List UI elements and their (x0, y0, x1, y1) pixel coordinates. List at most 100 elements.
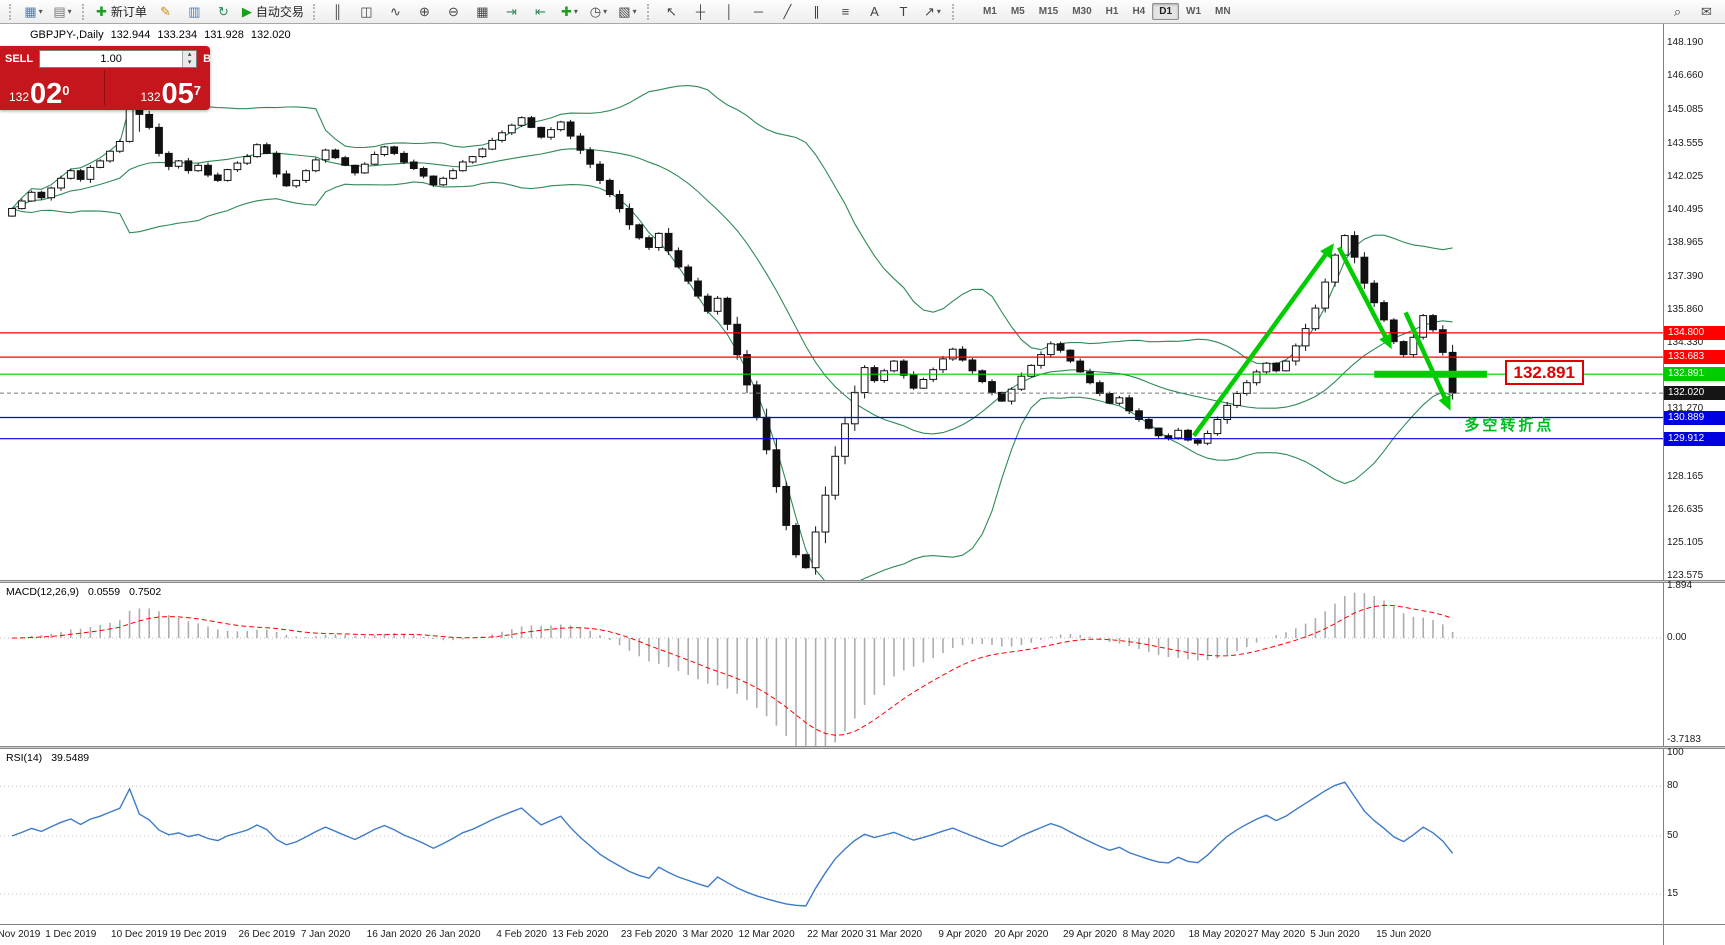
metaeditor-button[interactable]: ✎ (151, 1, 180, 22)
trade-panel-divider (104, 70, 105, 105)
price-badge: 134.800 (1664, 325, 1725, 340)
templates-button[interactable]: ▧ ▾ (613, 1, 642, 22)
community-button[interactable]: ✉ (1692, 1, 1721, 22)
date-label: 10 Dec 2019 (111, 929, 168, 940)
rsi-panel[interactable] (0, 781, 1663, 907)
toolbar-grip (82, 3, 87, 20)
trendline-button[interactable]: ╱ (773, 1, 802, 22)
macd-value: 0.0559 (87, 586, 121, 598)
rsi-value: 39.5489 (51, 752, 90, 764)
volume-increase-button[interactable]: ▴ (187, 50, 192, 58)
price-tick: 135.860 (1667, 304, 1704, 315)
timeframe-h4-button[interactable]: H4 (1132, 6, 1146, 17)
volume-spinner: ▴ ▾ (182, 50, 197, 67)
dropdown-caret-icon: ▾ (936, 7, 941, 16)
price-badge: 132.891 (1664, 367, 1725, 382)
horizontal-line-icon: ─ (753, 4, 764, 19)
zoom-in-button[interactable]: ⊕ (410, 1, 439, 22)
macd-axis-tick: 0.00 (1667, 632, 1687, 643)
text-button[interactable]: A (860, 1, 889, 22)
trend-arrow-1[interactable] (1192, 243, 1334, 438)
quote-low: 131.928 (204, 29, 244, 41)
toolbar-grip (9, 3, 14, 20)
date-label: 3 Mar 2020 (682, 929, 734, 940)
bar-chart-button[interactable]: ║ (323, 1, 352, 22)
price-tick: 128.165 (1667, 470, 1704, 482)
new-chart-icon: ▦ (24, 4, 37, 19)
vertical-line-button[interactable]: │ (715, 1, 744, 22)
fibonacci-button[interactable]: ≡ (831, 1, 860, 22)
new-order-button[interactable]: ✚ 新订单 (92, 1, 151, 22)
profiles-button[interactable]: ▤ ▾ (48, 1, 77, 22)
quote-open: 132.944 (110, 29, 151, 41)
trade-panel-top-row: SELL ▴ ▾ BUY (0, 46, 226, 68)
sell-button[interactable]: SELL (5, 52, 34, 65)
macd-indicator-label: MACD(12,26,9) 0.0559 0.7502 (6, 586, 170, 598)
channel-button[interactable]: ∥ (802, 1, 831, 22)
quote-header: GBPJPY-,Daily 132.944 133.234 131.928 132.02… (30, 29, 298, 41)
autotrading-button[interactable]: ▶ 自动交易 (238, 1, 308, 22)
price-tick: 125.105 (1667, 536, 1704, 548)
macd-panel[interactable] (0, 592, 1663, 746)
sell-price-button[interactable]: 132 02 0 (9, 78, 70, 110)
date-axis[interactable] (0, 924, 1725, 945)
cursor-button[interactable]: ↖ (657, 1, 686, 22)
price-tick: 140.495 (1667, 203, 1704, 215)
macd-axis-tick: 1.894 (1667, 580, 1693, 592)
refresh-button[interactable]: ↻ (209, 1, 238, 22)
line-chart-button[interactable]: ∿ (381, 1, 410, 22)
price-tick: 145.085 (1667, 104, 1704, 116)
date-label: 22 Mar 2020 (807, 929, 864, 940)
auto-scroll-button[interactable]: ⇥ (497, 1, 526, 22)
trend-arrow-3[interactable] (1403, 311, 1451, 411)
date-label: 26 Dec 2019 (238, 929, 296, 940)
volume-decrease-button[interactable]: ▾ (187, 58, 192, 66)
chart-plot[interactable] (0, 24, 1725, 945)
price-tick: 137.390 (1667, 270, 1704, 282)
chart-window[interactable]: GBPJPY-,Daily 132.944 133.234 131.928 132.02… (0, 24, 1725, 945)
trend-arrow-2[interactable] (1336, 246, 1392, 350)
price-callout-label[interactable]: 132.891 (1504, 360, 1584, 386)
timeframe-d1-button[interactable]: D1 (1152, 3, 1180, 20)
volume-input[interactable] (40, 50, 183, 67)
timeframe-w1-button[interactable]: W1 (1186, 6, 1202, 17)
main-panel[interactable] (0, 48, 1663, 587)
timeframe-mn-button[interactable]: MN (1215, 6, 1231, 17)
candles-layer (8, 48, 1457, 575)
refresh-icon: ↻ (217, 4, 229, 19)
crosshair-button[interactable]: ┼ (686, 1, 715, 22)
turning-point-label[interactable]: 多空转折点 (1464, 417, 1555, 435)
volume-field: ▴ ▾ (39, 49, 198, 68)
buy-button[interactable]: BUY (203, 52, 227, 65)
buy-price-button[interactable]: 132 05 7 (140, 80, 201, 109)
trendline-icon: ╱ (783, 4, 792, 19)
sell-price-pips: 02 (30, 78, 63, 110)
data-window-button[interactable]: ▥ (180, 1, 209, 22)
crosshair-icon: ┼ (695, 4, 706, 19)
metaeditor-icon: ✎ (159, 4, 171, 19)
zoom-out-button[interactable]: ⊖ (439, 1, 468, 22)
cursor-icon: ↖ (665, 4, 677, 19)
timeframe-m15-button[interactable]: M15 (1038, 6, 1059, 17)
arrow-objects-button[interactable]: ↗ ▾ (918, 1, 947, 22)
chart-shift-button[interactable]: ⇤ (526, 1, 555, 22)
text-label-button[interactable]: T (889, 1, 918, 22)
zoom-in-icon: ⊕ (418, 4, 430, 19)
tile-windows-button[interactable]: ▦ (468, 1, 497, 22)
horizontal-line-button[interactable]: ─ (744, 1, 773, 22)
new-chart-button[interactable]: ▦ ▾ (19, 1, 48, 22)
candlestick-chart-button[interactable]: ◫ (352, 1, 381, 22)
periods-button[interactable]: ◷ ▾ (584, 1, 613, 22)
search-button[interactable]: ⌕ (1663, 1, 1692, 22)
timeframe-m1-button[interactable]: M1 (982, 6, 997, 17)
indicators-button[interactable]: ✚ ▾ (555, 1, 584, 22)
date-label: 7 Jan 2020 (300, 929, 351, 940)
price-axis[interactable] (1663, 24, 1725, 945)
date-label: 20 Apr 2020 (994, 929, 1049, 940)
timeframe-m30-button[interactable]: M30 (1072, 6, 1092, 17)
vertical-line-icon: │ (725, 4, 734, 19)
timeframe-m5-button[interactable]: M5 (1010, 6, 1025, 17)
price-tick: 148.190 (1667, 37, 1704, 49)
timeframe-h1-button[interactable]: H1 (1105, 6, 1119, 17)
